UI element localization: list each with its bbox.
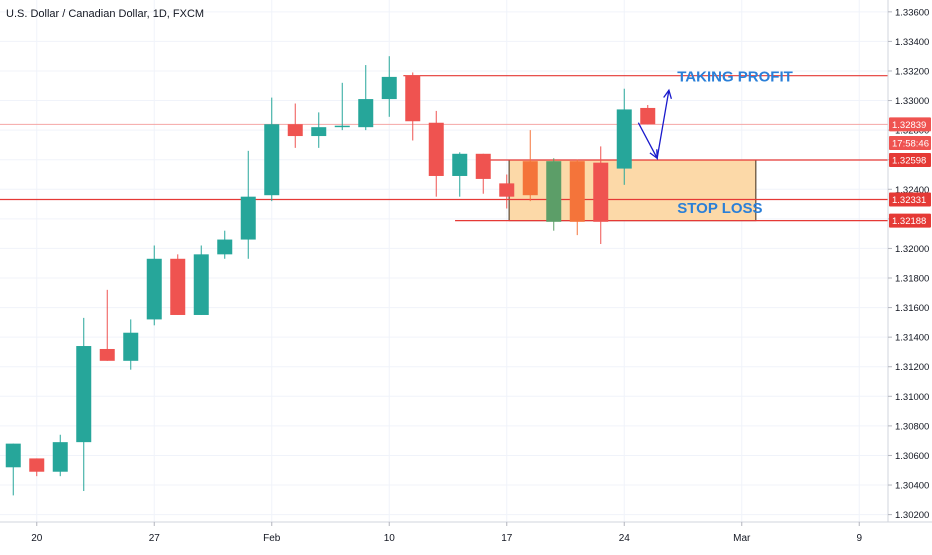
candle-body[interactable] — [29, 458, 45, 472]
candle-body[interactable] — [52, 442, 68, 472]
x-tick-label: 24 — [619, 533, 631, 544]
y-tick-label: 1.31000 — [895, 392, 929, 403]
price-axis-label-bg — [889, 135, 931, 150]
candle-body[interactable] — [193, 254, 209, 315]
candle-body[interactable] — [170, 258, 186, 315]
y-tick-label: 1.32000 — [895, 244, 929, 255]
price-axis-label-bg — [889, 117, 931, 132]
x-tick-label: 27 — [149, 533, 161, 544]
y-tick-label: 1.30400 — [895, 481, 929, 492]
price-axis-label: 1.32188 — [892, 216, 926, 227]
candle-body[interactable] — [334, 125, 350, 128]
price-axis-label: 1.32331 — [892, 195, 926, 206]
candle-body[interactable] — [240, 196, 256, 240]
y-tick-label: 1.33200 — [895, 66, 929, 77]
candle-body[interactable] — [146, 258, 162, 320]
y-tick-label: 1.33000 — [895, 96, 929, 107]
y-tick-label: 1.30200 — [895, 510, 929, 521]
candle-body[interactable] — [475, 153, 491, 179]
candle-body[interactable] — [499, 183, 515, 197]
x-tick-label: Mar — [733, 533, 751, 544]
price-axis-label: 1.32598 — [892, 156, 926, 167]
price-axis-label: 17:58:46 — [892, 138, 929, 149]
candle-body[interactable] — [616, 109, 632, 169]
arrow-head-down — [649, 149, 658, 160]
candle-body[interactable] — [287, 124, 303, 137]
x-tick-label: 9 — [856, 533, 862, 544]
y-tick-label: 1.31800 — [895, 274, 929, 285]
y-tick-label: 1.32400 — [895, 185, 929, 196]
candle-body[interactable] — [5, 443, 21, 468]
y-tick-label: 1.31400 — [895, 333, 929, 344]
price-axis-label-bg — [889, 153, 931, 168]
candle-body[interactable] — [593, 162, 609, 222]
y-tick-label: 1.31600 — [895, 303, 929, 314]
candle-body[interactable] — [546, 161, 562, 222]
arrow-head-up — [663, 88, 673, 100]
candle-body[interactable] — [640, 107, 656, 125]
candle-body[interactable] — [311, 127, 327, 137]
candle-body[interactable] — [569, 161, 585, 222]
y-tick-label: 1.33400 — [895, 37, 929, 48]
x-tick-label: 20 — [31, 533, 43, 544]
y-tick-label: 1.30800 — [895, 421, 929, 432]
price-axis-label-bg — [889, 213, 931, 228]
y-tick-label: 1.30600 — [895, 451, 929, 462]
y-tick-label: 1.31200 — [895, 362, 929, 373]
x-tick-label: 17 — [501, 533, 513, 544]
candle-body[interactable] — [358, 99, 374, 128]
y-tick-label: 1.33600 — [895, 7, 929, 18]
candle-body[interactable] — [76, 346, 92, 443]
candle-body[interactable] — [123, 332, 139, 361]
candle-body[interactable] — [217, 239, 233, 255]
price-axis-label-bg — [889, 192, 931, 207]
stop-loss-label[interactable]: STOP LOSS — [677, 200, 762, 217]
candle-body[interactable] — [381, 76, 397, 100]
chart-title: U.S. Dollar / Canadian Dollar, 1D, FXCM — [6, 8, 205, 20]
candle-body[interactable] — [428, 122, 444, 176]
candle-body[interactable] — [99, 348, 115, 361]
candle-body[interactable] — [522, 161, 538, 196]
x-tick-label: Feb — [263, 533, 281, 544]
candle-body[interactable] — [264, 124, 280, 196]
candle-body[interactable] — [452, 153, 468, 176]
taking-profit-label[interactable]: TAKING PROFIT — [677, 68, 793, 85]
x-tick-label: 10 — [384, 533, 396, 544]
candle-body[interactable] — [405, 75, 421, 122]
price-axis-label: 1.32839 — [892, 120, 926, 131]
